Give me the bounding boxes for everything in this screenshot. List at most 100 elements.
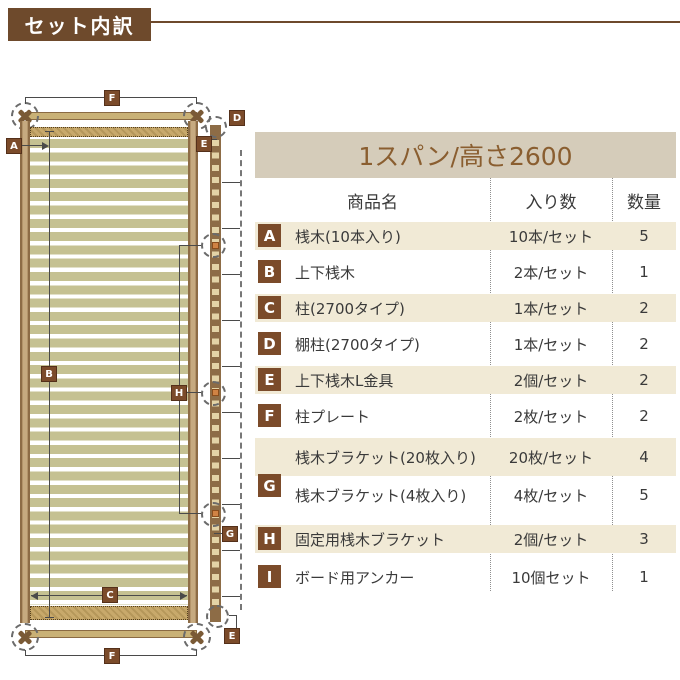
d-tick	[222, 596, 240, 597]
d-tick	[222, 228, 240, 229]
h-connector-line	[179, 513, 202, 514]
item-name: 桟木ブラケット(20枚入り)	[295, 448, 476, 467]
marker-f-bottom: F	[104, 648, 120, 664]
marker-g: G	[222, 526, 238, 542]
item-count: 2本/セット	[513, 263, 589, 282]
item-count: 20枚/セット	[508, 448, 594, 467]
item-name: 桟木ブラケット(4枚入り)	[295, 486, 467, 505]
d-tick	[222, 320, 240, 321]
b-tick	[45, 131, 54, 132]
table-title: 1スパン/高さ2600	[255, 132, 676, 178]
top-plate-bar	[25, 112, 197, 120]
f-bracket-line	[25, 97, 104, 98]
detail-circle	[205, 116, 227, 138]
item-count: 10本/セット	[508, 227, 594, 246]
e-connector-line	[236, 615, 237, 628]
c-arrowhead	[31, 592, 38, 600]
item-count: 1本/セット	[513, 335, 589, 354]
item-name: 棚柱(2700タイプ)	[295, 335, 420, 354]
table-row: 桟木ブラケット(20枚入り) 20枚/セット 4	[255, 438, 676, 476]
d-tick	[222, 504, 240, 505]
header-rule	[151, 21, 680, 23]
item-count: 2個/セット	[513, 530, 589, 549]
d-tick	[222, 182, 240, 183]
h-connector-line	[179, 245, 180, 514]
row-label-badge: E	[258, 368, 281, 391]
c-arrowhead	[180, 592, 187, 600]
item-count: 2個/セット	[513, 371, 589, 390]
item-qty: 3	[639, 530, 649, 548]
table-row: B 上下桟木 2本/セット 1	[255, 258, 676, 286]
detail-circle	[183, 623, 211, 651]
a-arrowhead	[42, 142, 49, 150]
row-label-badge: D	[258, 332, 281, 355]
item-qty: 1	[639, 568, 649, 586]
h-connector-line	[179, 245, 202, 246]
table-row: I ボード用アンカー 10個セット 1	[255, 563, 676, 591]
marker-c: C	[102, 587, 118, 603]
bottom-plate-bar	[25, 630, 197, 638]
table-row: 桟木ブラケット(4枚入り) 4枚/セット 5	[255, 476, 676, 514]
right-post	[188, 121, 198, 623]
e-connector-line	[229, 615, 237, 616]
item-name: 固定用桟木ブラケット	[295, 530, 446, 549]
top-rail	[30, 127, 188, 137]
a-pointer-line	[22, 145, 42, 146]
b-tick	[45, 617, 54, 618]
row-label-badge: F	[258, 404, 281, 427]
item-qty: 2	[639, 299, 649, 317]
d-tick	[222, 458, 240, 459]
item-count: 1本/セット	[513, 299, 589, 318]
row-label-badge: I	[258, 565, 281, 588]
table-row: D 棚柱(2700タイプ) 1本/セット 2	[255, 330, 676, 358]
detail-circle	[11, 623, 39, 651]
item-name: 上下桟木L金具	[295, 371, 394, 390]
row-label-badge: B	[258, 260, 281, 283]
g-connector-line	[214, 533, 222, 534]
row-label-badge: A	[258, 224, 281, 247]
detail-circle	[201, 233, 226, 258]
item-qty: 2	[639, 407, 649, 425]
h-connector-line	[185, 392, 202, 393]
table-row: H 固定用桟木ブラケット 2個/セット 3	[255, 525, 676, 553]
item-qty: 2	[639, 371, 649, 389]
shelf-post	[210, 125, 221, 622]
table-row: F 柱プレート 2枚/セット 2	[255, 402, 676, 430]
item-qty: 5	[639, 486, 649, 504]
d-dashed-line	[240, 150, 242, 610]
detail-circle	[201, 502, 226, 527]
item-count: 2枚/セット	[513, 407, 589, 426]
marker-f-top: F	[104, 90, 120, 106]
d-tick	[222, 366, 240, 367]
parts-table: 1スパン/高さ2600 商品名 入り数 数量 A 桟木(10本入り) 10本/セ…	[255, 132, 676, 592]
detail-circle	[206, 605, 229, 628]
f-bracket-line	[25, 655, 104, 656]
marker-h: H	[171, 385, 187, 401]
d-tick	[222, 412, 240, 413]
marker-e-top: E	[196, 136, 212, 152]
d-tick	[222, 274, 240, 275]
item-count: 4枚/セット	[513, 486, 589, 505]
f-bracket-line	[120, 97, 197, 98]
table-row: A 桟木(10本入り) 10本/セット 5	[255, 222, 676, 250]
column-header-name: 商品名	[347, 192, 398, 213]
row-label-badge: C	[258, 296, 281, 319]
e-connector-line	[212, 139, 217, 140]
f-bracket-line	[196, 97, 197, 104]
item-qty: 5	[639, 227, 649, 245]
left-post	[20, 121, 30, 623]
marker-b: B	[41, 366, 57, 382]
column-header-count: 入り数	[525, 192, 577, 213]
item-name: 桟木(10本入り)	[295, 227, 401, 246]
bottom-rail	[30, 606, 188, 620]
item-name: ボード用アンカー	[295, 568, 415, 587]
marker-d: D	[229, 110, 245, 126]
column-header-qty: 数量	[627, 192, 661, 213]
row-label-badge: H	[258, 527, 281, 550]
page-title: セット内訳	[8, 8, 151, 41]
f-bracket-line	[25, 97, 26, 104]
item-name: 上下桟木	[295, 263, 356, 282]
marker-a: A	[6, 138, 22, 154]
item-count: 10個セット	[511, 568, 591, 587]
